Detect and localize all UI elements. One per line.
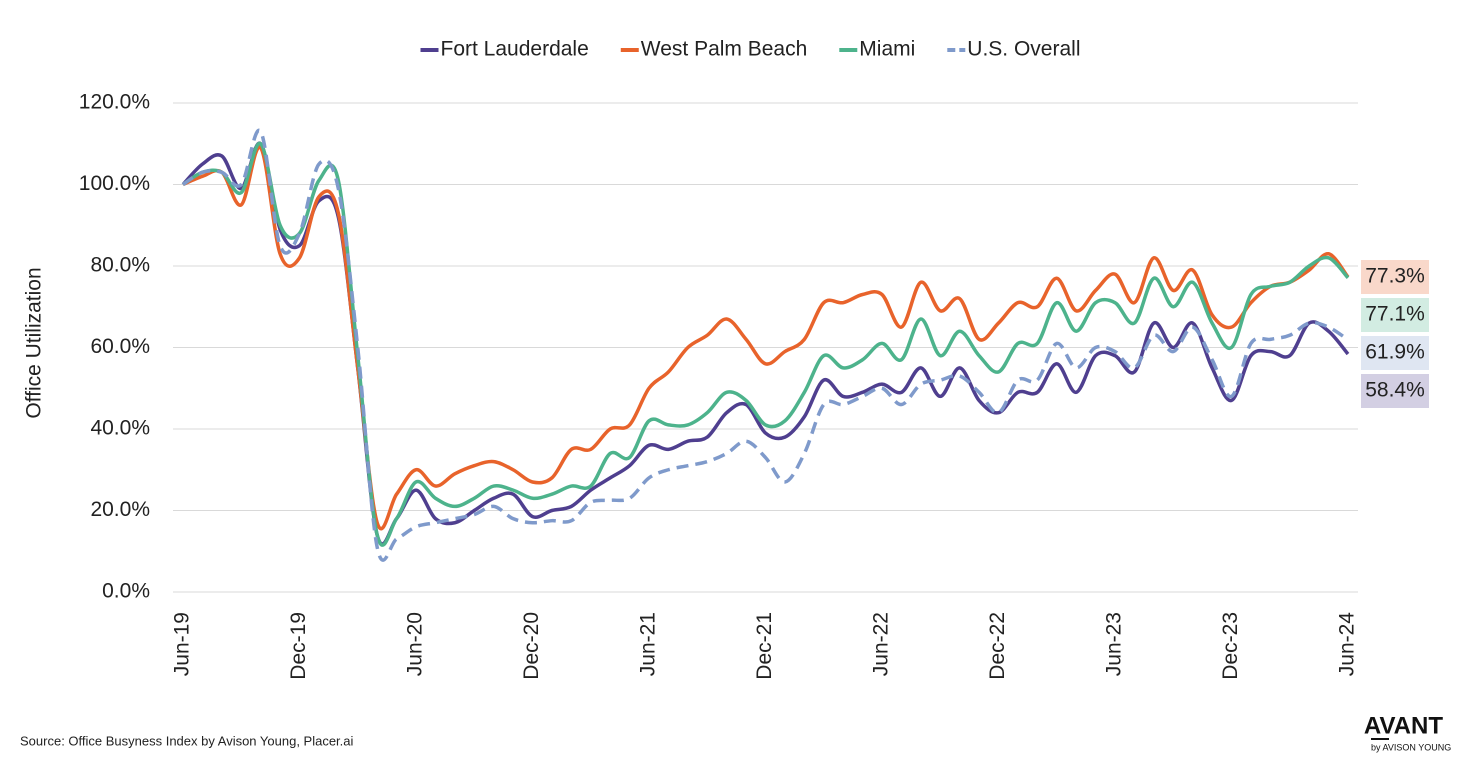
x-tick-label: Dec-21	[753, 612, 776, 680]
y-axis-title: Office Utilization	[23, 267, 46, 418]
x-tick-label: Jun-23	[1103, 612, 1126, 676]
legend-label: Fort Lauderdale	[441, 38, 589, 61]
x-tick-label: Dec-19	[287, 612, 310, 680]
x-tick-label: Dec-23	[1219, 612, 1242, 680]
legend-item: Fort Lauderdale	[420, 38, 589, 61]
y-tick-label: 60.0%	[90, 335, 150, 358]
y-tick-label: 0.0%	[102, 580, 150, 603]
value-label: 77.1%	[1365, 303, 1425, 326]
value-label: 77.3%	[1365, 265, 1425, 288]
legend-label: West Palm Beach	[641, 38, 808, 61]
x-tick-label: Jun-24	[1336, 612, 1359, 677]
logo-name: AVANT	[1364, 712, 1443, 739]
x-tick-label: Dec-20	[520, 612, 543, 680]
legend-item: U.S. Overall	[947, 38, 1080, 61]
legend-item: West Palm Beach	[620, 38, 808, 61]
y-tick-label: 80.0%	[90, 254, 150, 277]
value-label-box	[1361, 336, 1429, 371]
value-label: 61.9%	[1365, 341, 1425, 364]
x-tick-label: Jun-20	[404, 612, 427, 676]
value-label-box	[1361, 374, 1429, 409]
y-tick-label: 40.0%	[90, 417, 150, 440]
value-label-box	[1361, 260, 1429, 295]
value-label-box	[1361, 298, 1429, 333]
logo-tagline: by AVISON YOUNG	[1371, 742, 1451, 752]
x-tick-label: Jun-19	[171, 612, 194, 676]
y-tick-label: 120.0%	[79, 91, 150, 114]
legend: Fort Lauderdale West Palm Beach Miami U.S. …	[420, 38, 1080, 61]
series-line	[182, 141, 1350, 547]
x-tick-label: Dec-22	[986, 612, 1009, 680]
x-tick-label: Jun-22	[870, 612, 893, 676]
legend-label: Miami	[859, 38, 915, 61]
y-tick-label: 100.0%	[79, 172, 150, 195]
value-label: 58.4%	[1365, 379, 1425, 402]
legend-label: U.S. Overall	[967, 38, 1080, 61]
x-tick-label: Jun-21	[637, 612, 660, 676]
legend-item: Miami	[839, 38, 915, 61]
source-note: Source: Office Busyness Index by Avison …	[20, 733, 354, 748]
y-tick-label: 20.0%	[90, 498, 150, 521]
series-line	[182, 128, 1349, 562]
